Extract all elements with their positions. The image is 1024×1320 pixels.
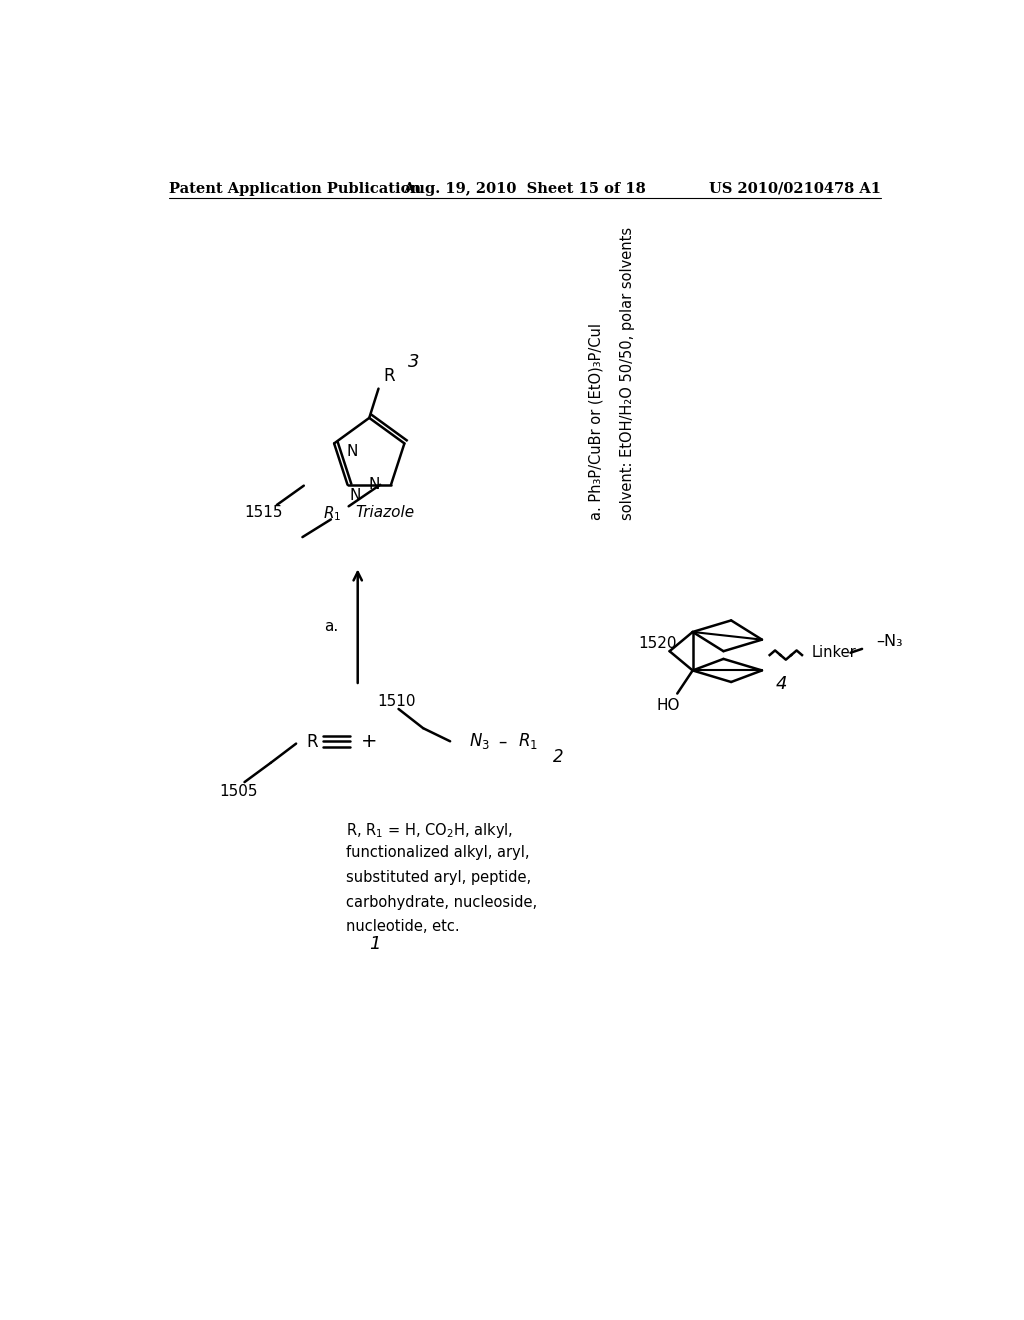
Text: N: N: [346, 444, 357, 458]
Text: 1510: 1510: [377, 694, 416, 709]
Text: Aug. 19, 2010  Sheet 15 of 18: Aug. 19, 2010 Sheet 15 of 18: [403, 182, 646, 195]
Text: nucleotide, etc.: nucleotide, etc.: [346, 919, 460, 935]
Text: functionalized alkyl, aryl,: functionalized alkyl, aryl,: [346, 845, 529, 861]
Text: substituted aryl, peptide,: substituted aryl, peptide,: [346, 870, 531, 884]
Text: $R_1$: $R_1$: [323, 504, 341, 523]
Text: Triazole: Triazole: [355, 506, 415, 520]
Text: $R_1$: $R_1$: [518, 731, 538, 751]
Text: solvent: EtOH/H₂O 50/50, polar solvents: solvent: EtOH/H₂O 50/50, polar solvents: [620, 227, 635, 520]
Text: 4: 4: [776, 676, 787, 693]
Text: N: N: [369, 478, 380, 492]
Text: Linker: Linker: [812, 645, 857, 660]
Text: 1: 1: [370, 935, 381, 953]
Text: 1505: 1505: [219, 784, 258, 799]
Text: HO: HO: [656, 697, 680, 713]
Text: a. Ph₃P/CuBr or (EtO)₃P/CuI: a. Ph₃P/CuBr or (EtO)₃P/CuI: [589, 323, 604, 520]
Text: R: R: [306, 733, 317, 751]
Text: $N_3$: $N_3$: [469, 731, 490, 751]
Text: carbohydrate, nucleoside,: carbohydrate, nucleoside,: [346, 895, 538, 909]
Text: +: +: [361, 731, 378, 751]
Text: –N₃: –N₃: [876, 634, 902, 648]
Text: –: –: [499, 733, 507, 750]
Text: Patent Application Publication: Patent Application Publication: [169, 182, 421, 195]
Text: 1515: 1515: [245, 506, 283, 520]
Text: US 2010/0210478 A1: US 2010/0210478 A1: [709, 182, 881, 195]
Text: N: N: [349, 488, 360, 503]
Text: 1520: 1520: [639, 636, 677, 651]
Text: 2: 2: [553, 747, 563, 766]
Text: a.: a.: [325, 619, 339, 634]
Text: R: R: [383, 367, 394, 384]
Text: R, R$_1$ = H, CO$_2$H, alkyl,: R, R$_1$ = H, CO$_2$H, alkyl,: [346, 821, 513, 840]
Text: 3: 3: [408, 354, 419, 371]
